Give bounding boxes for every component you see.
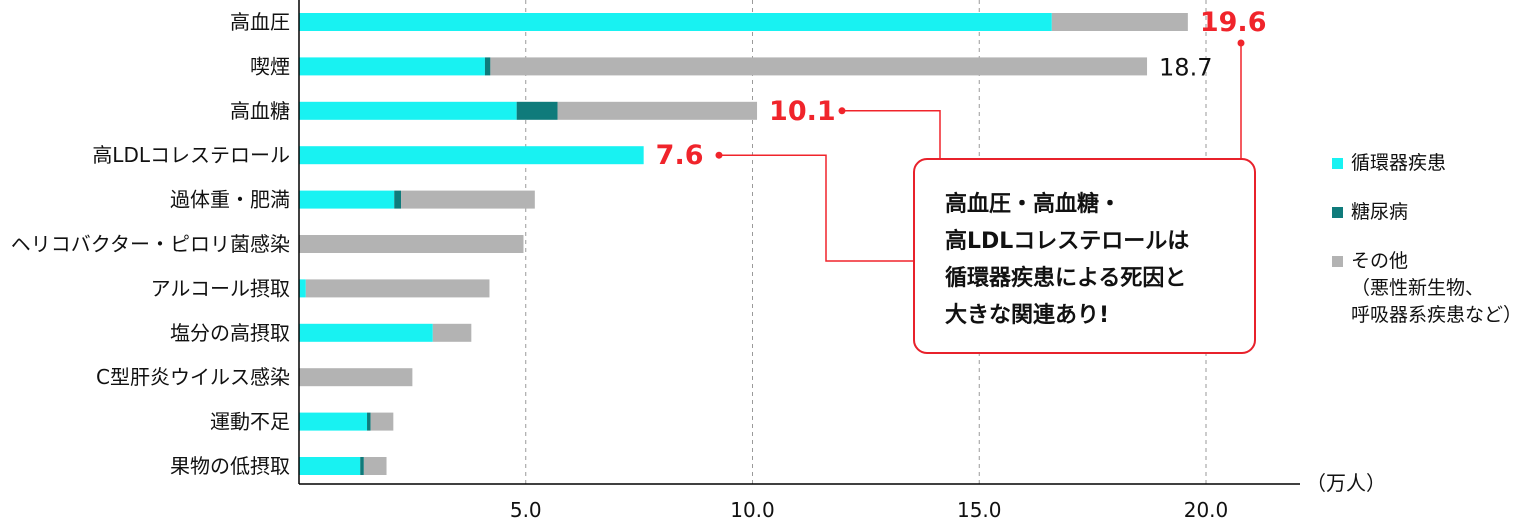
axes [298,0,1300,485]
category-label: 果物の低摂取 [170,454,290,478]
category-label: 塩分の高摂取 [170,321,290,345]
x-tick-label: 15.0 [957,498,1002,522]
legend-swatch-cardiovascular [1332,158,1343,169]
bar-segment-cardiovascular [299,13,1052,31]
category-label: 高血圧 [230,10,290,34]
legend-item-diabetes: 糖尿病 [1332,199,1532,226]
category-label: 高LDLコレステロール [92,143,290,167]
total-label: 18.7 [1159,53,1212,81]
bar-segment-other [432,323,472,342]
bar-segment-cardiovascular [299,101,517,120]
total-label: 7.6 [656,140,704,171]
category-label: アルコール摂取 [151,276,290,300]
callout-connectors [715,39,1245,262]
legend-label: 糖尿病 [1351,201,1409,223]
bar-segment-cardiovascular [299,146,644,165]
x-tick-labels: 5.0 10.0 15.0 20.0 [510,498,1228,522]
legend-swatch-other [1332,256,1343,267]
total-label: 10.1 [769,96,836,127]
bar-segment-diabetes [516,101,558,120]
connector-line [719,154,913,262]
total-label: 19.6 [1200,7,1267,38]
x-tick-label: 5.0 [510,498,542,522]
bar-segment-diabetes [394,190,402,209]
category-label: 喫煙 [250,54,290,78]
legend-item-cardiovascular: 循環器疾患 [1332,150,1532,177]
bar-segment-other [490,57,1148,76]
bar-segment-other [1051,13,1188,31]
category-label: C型肝炎ウイルス感染 [96,365,290,389]
category-label: 運動不足 [210,410,290,434]
category-labels: 高血圧喫煙高血糖高LDLコレステロール過体重・肥満ヘリコバクター・ピロリ菌感染ア… [11,10,290,478]
legend-label: 循環器疾患 [1351,152,1447,174]
bar-segment-cardiovascular [299,57,485,76]
bar-segment-other [370,412,394,431]
legend-swatch-diabetes [1332,207,1343,218]
bar-segment-other [401,190,535,209]
bar-segment-cardiovascular [299,412,368,431]
x-tick-label: 10.0 [730,498,775,522]
x-unit-label: （万人） [1306,471,1386,495]
bar-segment-diabetes [367,412,371,431]
total-labels: 19.6 18.7 10.1 7.6 [656,7,1267,171]
bar-segment-other [305,279,490,298]
bar-segment-other [363,457,387,475]
legend-item-other: その他 （悪性新生物、 呼吸器系疾患など） [1332,248,1532,329]
legend-label: その他 （悪性新生物、 呼吸器系疾患など） [1351,250,1523,326]
bar-segment-diabetes [360,457,364,475]
callout-box: 高血圧・高血糖・ 高LDLコレステロールは 循環器疾患による死因と 大きな関連あ… [913,158,1256,354]
legend: 循環器疾患 糖尿病 その他 （悪性新生物、 呼吸器系疾患など） [1332,150,1532,351]
bar-segment-diabetes [484,57,491,76]
bar-segment-cardiovascular [299,190,395,209]
bar-segment-other [299,235,524,253]
bar-segment-other [299,368,413,387]
bar-segment-cardiovascular [299,279,306,298]
category-label: 高血糖 [230,99,290,123]
bar-segment-cardiovascular [299,323,433,342]
category-label: ヘリコバクター・ピロリ菌感染 [11,232,290,256]
callout-text: 高血圧・高血糖・ 高LDLコレステロールは 循環器疾患による死因と 大きな関連あ… [945,192,1190,328]
bar-series [299,13,1188,475]
bar-segment-other [557,101,758,120]
category-label: 過体重・肥満 [170,188,290,212]
bar-segment-cardiovascular [299,457,361,475]
connector-line [842,110,941,158]
x-tick-label: 20.0 [1184,498,1229,522]
